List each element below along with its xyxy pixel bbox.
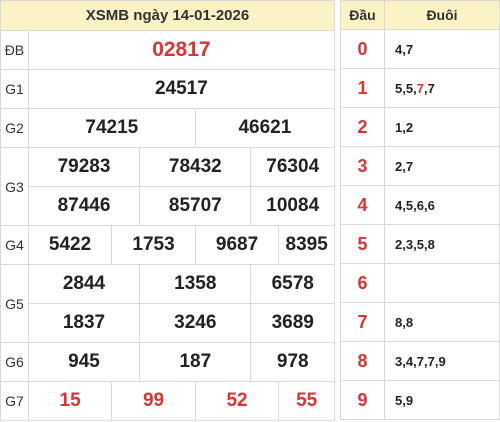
loto-row: 2 1,2 bbox=[340, 107, 500, 147]
loto-digit: 3 bbox=[405, 236, 414, 252]
loto-dau: 9 bbox=[340, 380, 385, 420]
loto-table: Đầu Đuôi 0 4,7 1 5,5,7,7 2 1,2 3 2,7 4 4,5,6,6 5 2,… bbox=[340, 0, 500, 420]
prize-number-g3: 10084 bbox=[250, 186, 335, 226]
loto-duoi bbox=[384, 263, 500, 303]
prize-label-g6: G6 bbox=[0, 342, 29, 382]
prize-number-g7: 52 bbox=[194, 381, 280, 421]
loto-digit: 6 bbox=[416, 197, 424, 213]
loto-digit: 1 bbox=[395, 119, 403, 135]
loto-duoi: 8,8 bbox=[384, 302, 500, 342]
loto-digit: 5 bbox=[405, 197, 414, 213]
loto-duoi: 4,7 bbox=[384, 29, 500, 69]
loto-digit: 4 bbox=[395, 197, 403, 213]
loto-digit: 8 bbox=[405, 314, 414, 330]
loto-row: 5 2,3,5,8 bbox=[340, 224, 500, 264]
loto-dau: 1 bbox=[340, 68, 385, 108]
loto-row: 6 bbox=[340, 263, 500, 303]
loto-duoi: 2,7 bbox=[384, 146, 500, 186]
loto-duoi: 2,3,5,8 bbox=[384, 224, 500, 264]
prize-label-g1: G1 bbox=[0, 69, 29, 109]
loto-dau: 5 bbox=[340, 224, 385, 264]
loto-digit: 5 bbox=[405, 80, 414, 96]
prize-number-g2: 74215 bbox=[27, 108, 196, 148]
loto-dau: 3 bbox=[340, 146, 385, 186]
loto-digit: 7 bbox=[405, 158, 414, 174]
loto-row: 4 4,5,6,6 bbox=[340, 185, 500, 225]
loto-header-dau: Đầu bbox=[340, 0, 385, 30]
loto-digit: 7 bbox=[427, 80, 435, 96]
prize-number-g4: 5422 bbox=[27, 225, 113, 265]
prize-label-g4: G4 bbox=[0, 225, 29, 265]
loto-dau: 7 bbox=[340, 302, 385, 342]
prize-number-g5: 1837 bbox=[27, 303, 141, 343]
loto-dau: 8 bbox=[340, 341, 385, 381]
prize-number-g5: 1358 bbox=[139, 264, 252, 304]
loto-duoi: 4,5,6,6 bbox=[384, 185, 500, 225]
loto-row: 3 2,7 bbox=[340, 146, 500, 186]
loto-dau: 6 bbox=[340, 263, 385, 303]
loto-digit: 9 bbox=[438, 353, 446, 369]
loto-row: 7 8,8 bbox=[340, 302, 500, 342]
prize-number-g5: 3246 bbox=[139, 303, 252, 343]
prize-number-g6: 187 bbox=[139, 342, 252, 382]
loto-duoi: 5,5,7,7 bbox=[384, 68, 500, 108]
prize-number-g7: 15 bbox=[27, 381, 113, 421]
prize-label-g5: G5 bbox=[0, 264, 29, 343]
loto-digit: 9 bbox=[405, 392, 414, 408]
prize-number-g5: 6578 bbox=[250, 264, 335, 304]
loto-duoi: 5,9 bbox=[384, 380, 500, 420]
loto-digit: 2 bbox=[405, 119, 414, 135]
loto-digit: 7 bbox=[416, 353, 424, 369]
loto-digit: 7 bbox=[427, 353, 435, 369]
prize-number-g3: 85707 bbox=[139, 186, 252, 226]
results-title: XSMB ngày 14-01-2026 bbox=[0, 0, 335, 31]
loto-dau: 0 bbox=[340, 29, 385, 69]
results-table: XSMB ngày 14-01-2026 ĐB 02817 G1 24517 G… bbox=[0, 0, 336, 421]
prize-number-g4: 1753 bbox=[111, 225, 196, 265]
prize-number-g6: 978 bbox=[250, 342, 335, 382]
loto-row: 8 3,4,7,7,9 bbox=[340, 341, 500, 381]
loto-digit: 5 bbox=[395, 80, 403, 96]
prize-number-g6: 945 bbox=[27, 342, 141, 382]
prize-label-g2: G2 bbox=[0, 108, 29, 148]
prize-number-g3: 87446 bbox=[27, 186, 141, 226]
loto-digit: 5 bbox=[395, 392, 403, 408]
loto-digit: 2 bbox=[395, 236, 403, 252]
prize-label-g7: G7 bbox=[0, 381, 29, 421]
loto-digit: 5 bbox=[416, 236, 424, 252]
prize-number-g2: 46621 bbox=[194, 108, 336, 148]
prize-number-g5: 3689 bbox=[250, 303, 335, 343]
loto-digit: 2 bbox=[395, 158, 403, 174]
prize-number-g3: 78432 bbox=[139, 147, 252, 187]
loto-digit: 7 bbox=[416, 80, 424, 96]
loto-row: 0 4,7 bbox=[340, 29, 500, 69]
prize-number-g3: 79283 bbox=[27, 147, 141, 187]
prize-number-g3: 76304 bbox=[250, 147, 335, 187]
prize-number-g7: 99 bbox=[111, 381, 196, 421]
loto-row: 1 5,5,7,7 bbox=[340, 68, 500, 108]
loto-duoi: 1,2 bbox=[384, 107, 500, 147]
loto-digit: 6 bbox=[427, 197, 435, 213]
prize-label-db: ĐB bbox=[0, 30, 29, 70]
loto-dau: 2 bbox=[340, 107, 385, 147]
loto-digit: 8 bbox=[427, 236, 435, 252]
prize-number-db: 02817 bbox=[27, 30, 336, 70]
prize-number-g5: 2844 bbox=[27, 264, 141, 304]
loto-digit: 4 bbox=[405, 353, 414, 369]
loto-header-duoi: Đuôi bbox=[384, 0, 500, 30]
loto-row: 9 5,9 bbox=[340, 380, 500, 420]
prize-number-g4: 8395 bbox=[278, 225, 335, 265]
prize-number-g4: 9687 bbox=[194, 225, 280, 265]
loto-duoi: 3,4,7,7,9 bbox=[384, 341, 500, 381]
loto-digit: 3 bbox=[395, 353, 403, 369]
loto-dau: 4 bbox=[340, 185, 385, 225]
prize-label-g3: G3 bbox=[0, 147, 29, 226]
loto-digit: 8 bbox=[395, 314, 403, 330]
loto-digit: 4 bbox=[395, 41, 403, 57]
prize-number-g1: 24517 bbox=[27, 69, 336, 109]
loto-digit: 7 bbox=[405, 41, 414, 57]
prize-number-g7: 55 bbox=[278, 381, 335, 421]
loto-rows: 0 4,7 1 5,5,7,7 2 1,2 3 2,7 4 4,5,6,6 5 2,3,5,8 6 7 8,… bbox=[340, 29, 500, 420]
